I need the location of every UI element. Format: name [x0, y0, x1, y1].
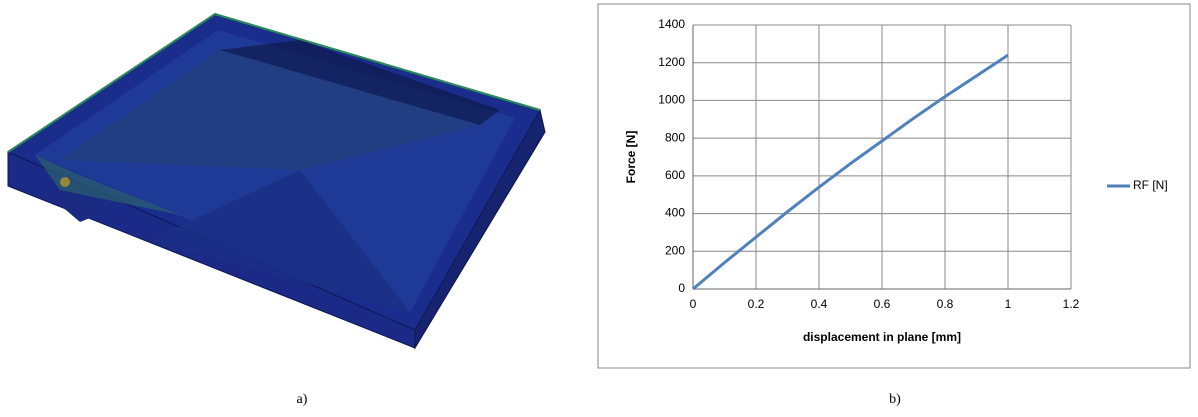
- fem-model: [8, 14, 545, 348]
- caption: a): [297, 392, 308, 407]
- x-tick-label: 1.2: [1063, 297, 1080, 311]
- chart-frame: [598, 4, 1190, 368]
- y-tick-label: 1000: [658, 93, 685, 107]
- x-tick-label: 0: [690, 297, 697, 311]
- legend-label: RF [N]: [1133, 178, 1168, 192]
- y-tick-label: 0: [678, 281, 685, 295]
- y-tick-label: 800: [665, 130, 685, 144]
- y-axis-label: Force [N]: [624, 131, 638, 184]
- figure: a) b) displacement in plane [mm] Force […: [0, 0, 1198, 412]
- x-tick-label: 1: [1005, 297, 1012, 311]
- caption: b): [889, 392, 901, 407]
- x-tick-label: 0.4: [811, 297, 828, 311]
- y-tick-label: 200: [665, 243, 685, 257]
- y-tick-label: 600: [665, 168, 685, 182]
- y-tick-label: 400: [665, 206, 685, 220]
- x-tick-label: 0.6: [874, 297, 891, 311]
- y-tick-label: 1400: [658, 17, 685, 31]
- y-tick-label: 1200: [658, 55, 685, 69]
- x-axis-label: displacement in plane [mm]: [803, 330, 961, 344]
- x-tick-label: 0.2: [748, 297, 765, 311]
- x-tick-label: 0.8: [937, 297, 954, 311]
